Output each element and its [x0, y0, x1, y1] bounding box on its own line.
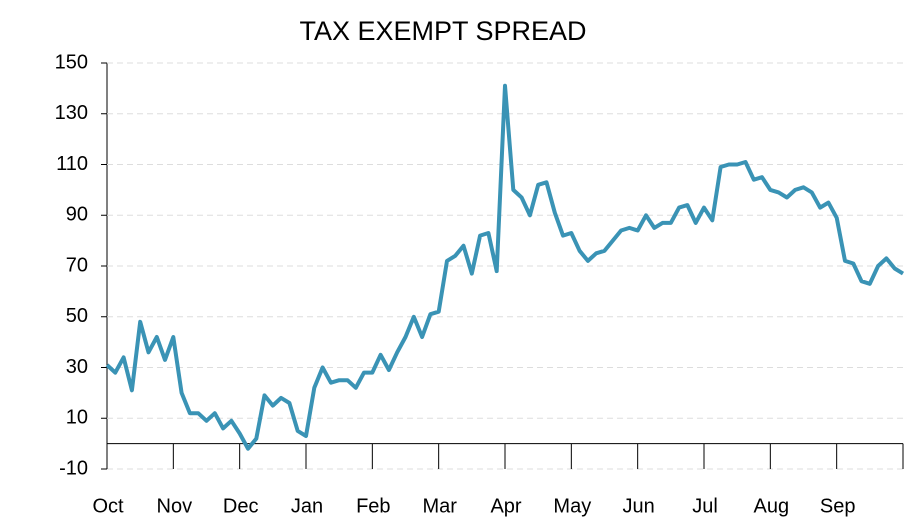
x-tick-label: Aug	[754, 495, 790, 517]
y-tick-label: 130	[55, 102, 88, 124]
y-tick-label: 150	[55, 51, 88, 73]
chart-title: TAX EXEMPT SPREAD	[299, 16, 586, 46]
y-tick-label: 70	[66, 254, 88, 276]
y-tick-label: 50	[66, 305, 88, 327]
x-tick-label: Jan	[291, 495, 323, 517]
x-tick-label: May	[553, 495, 591, 517]
x-tick-label: Mar	[422, 495, 457, 517]
x-tick-label: Dec	[223, 495, 259, 517]
x-tick-label: Sep	[820, 495, 856, 517]
x-tick-label: Apr	[490, 495, 521, 517]
y-tick-label: 10	[66, 407, 88, 429]
x-tick-label: Feb	[356, 495, 390, 517]
x-tick-label: Jun	[623, 495, 655, 517]
y-tick-label: 110	[56, 153, 88, 175]
y-tick-label: 90	[66, 204, 88, 226]
x-tick-label: Nov	[157, 495, 193, 517]
line-series	[105, 83, 905, 451]
y-tick-label: -10	[59, 457, 88, 479]
x-tick-label: Oct	[92, 495, 124, 517]
x-tick-label: Jul	[692, 495, 718, 517]
y-tick-label: 30	[66, 356, 88, 378]
